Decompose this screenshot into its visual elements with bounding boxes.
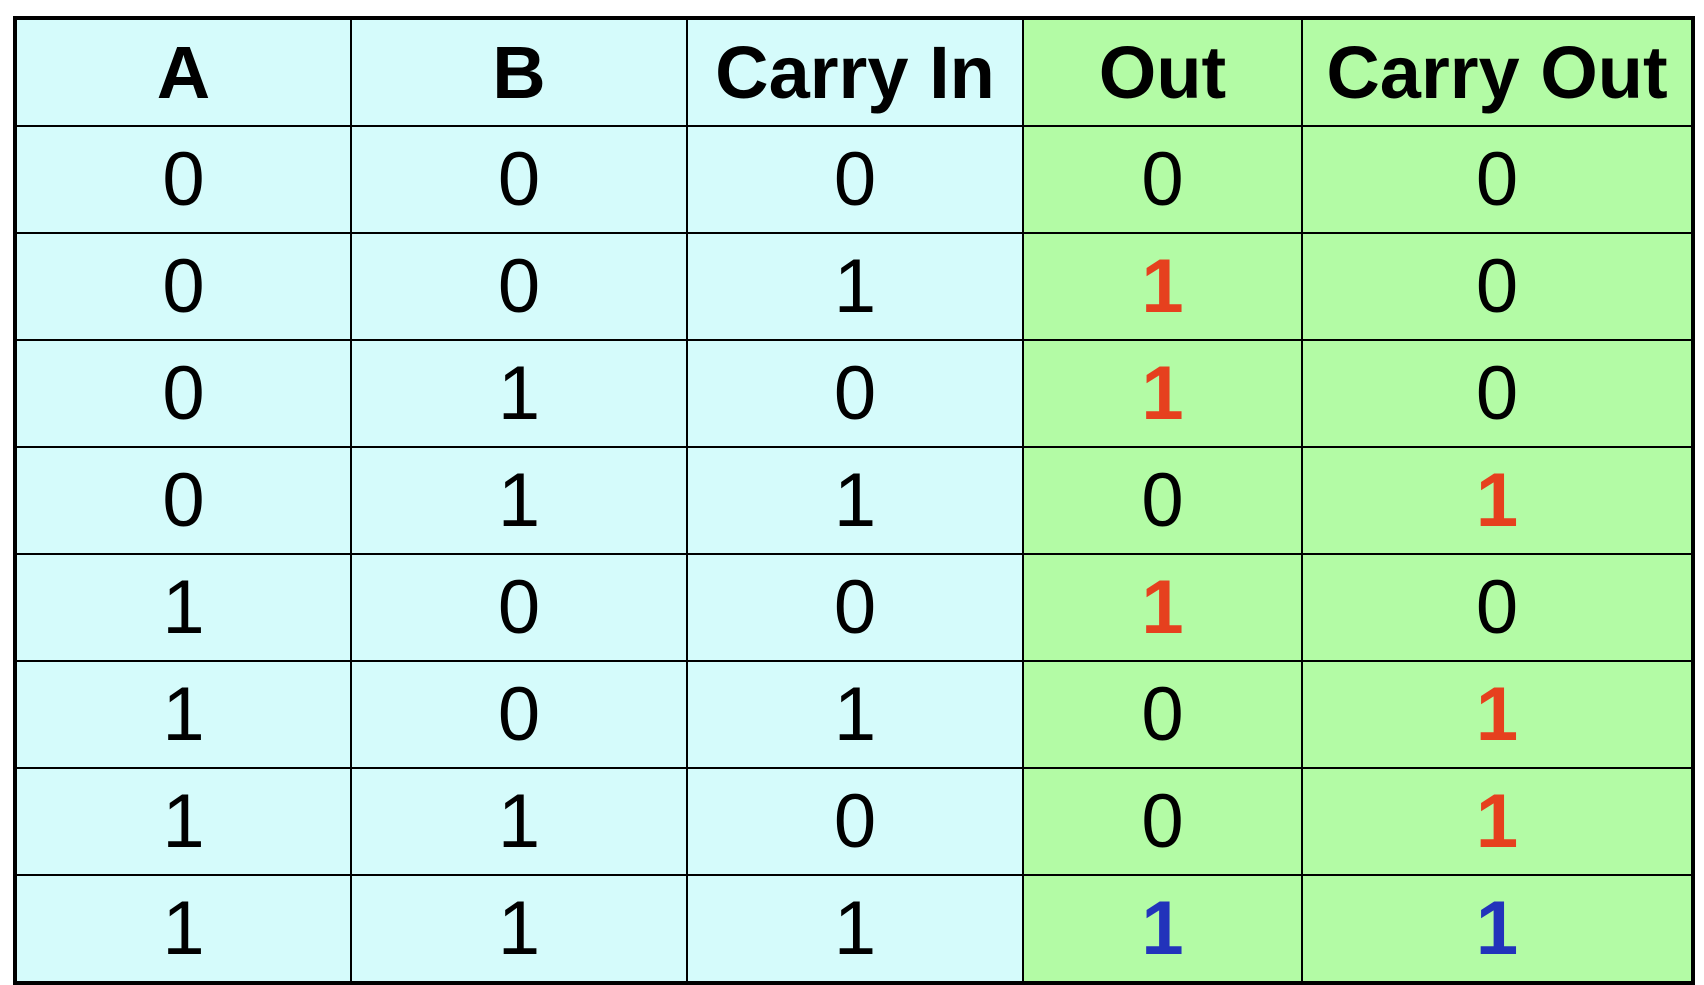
cell-out: 0	[1022, 125, 1303, 234]
cell-carry-in: 0	[686, 553, 1024, 662]
cell-b: 1	[350, 446, 688, 555]
table-row: 1 1 1 1 1	[14, 874, 1694, 984]
full-adder-truth-table: A B Carry In Out Carry Out 0 0 0 0 0 0 0…	[13, 16, 1695, 985]
cell-out: 1	[1022, 553, 1303, 662]
cell-a: 1	[14, 660, 352, 769]
table-row: 0 1 1 0 1	[14, 446, 1694, 555]
header-carry-in: Carry In	[686, 17, 1024, 127]
cell-b: 1	[350, 874, 688, 984]
cell-out: 0	[1022, 660, 1303, 769]
cell-b: 0	[350, 660, 688, 769]
cell-b: 1	[350, 767, 688, 876]
cell-carry-out: 0	[1301, 553, 1694, 662]
cell-a: 1	[14, 874, 352, 984]
cell-a: 0	[14, 446, 352, 555]
table-row: 1 0 0 1 0	[14, 553, 1694, 662]
table-row: 0 0 1 1 0	[14, 232, 1694, 341]
cell-b: 0	[350, 125, 688, 234]
table-row: 1 1 0 0 1	[14, 767, 1694, 876]
cell-carry-in: 1	[686, 446, 1024, 555]
cell-carry-out: 0	[1301, 232, 1694, 341]
cell-carry-out: 1	[1301, 446, 1694, 555]
cell-carry-in: 1	[686, 232, 1024, 341]
cell-out: 1	[1022, 232, 1303, 341]
cell-carry-in: 1	[686, 660, 1024, 769]
cell-carry-out: 0	[1301, 339, 1694, 448]
cell-a: 1	[14, 553, 352, 662]
cell-carry-out: 1	[1301, 767, 1694, 876]
cell-out: 1	[1022, 874, 1303, 984]
table-row: 0 1 0 1 0	[14, 339, 1694, 448]
header-a: A	[14, 17, 352, 127]
cell-carry-in: 1	[686, 874, 1024, 984]
cell-a: 0	[14, 125, 352, 234]
cell-a: 0	[14, 339, 352, 448]
cell-a: 1	[14, 767, 352, 876]
cell-carry-in: 0	[686, 125, 1024, 234]
table-row: 0 0 0 0 0	[14, 125, 1694, 234]
cell-carry-out: 1	[1301, 660, 1694, 769]
cell-carry-out: 1	[1301, 874, 1694, 984]
header-carry-out: Carry Out	[1301, 17, 1694, 127]
header-row: A B Carry In Out Carry Out	[14, 17, 1694, 127]
cell-b: 1	[350, 339, 688, 448]
header-out: Out	[1022, 17, 1303, 127]
cell-carry-in: 0	[686, 339, 1024, 448]
cell-a: 0	[14, 232, 352, 341]
cell-b: 0	[350, 232, 688, 341]
header-b: B	[350, 17, 688, 127]
cell-out: 0	[1022, 446, 1303, 555]
cell-carry-out: 0	[1301, 125, 1694, 234]
cell-carry-in: 0	[686, 767, 1024, 876]
cell-b: 0	[350, 553, 688, 662]
cell-out: 1	[1022, 339, 1303, 448]
table-row: 1 0 1 0 1	[14, 660, 1694, 769]
cell-out: 0	[1022, 767, 1303, 876]
